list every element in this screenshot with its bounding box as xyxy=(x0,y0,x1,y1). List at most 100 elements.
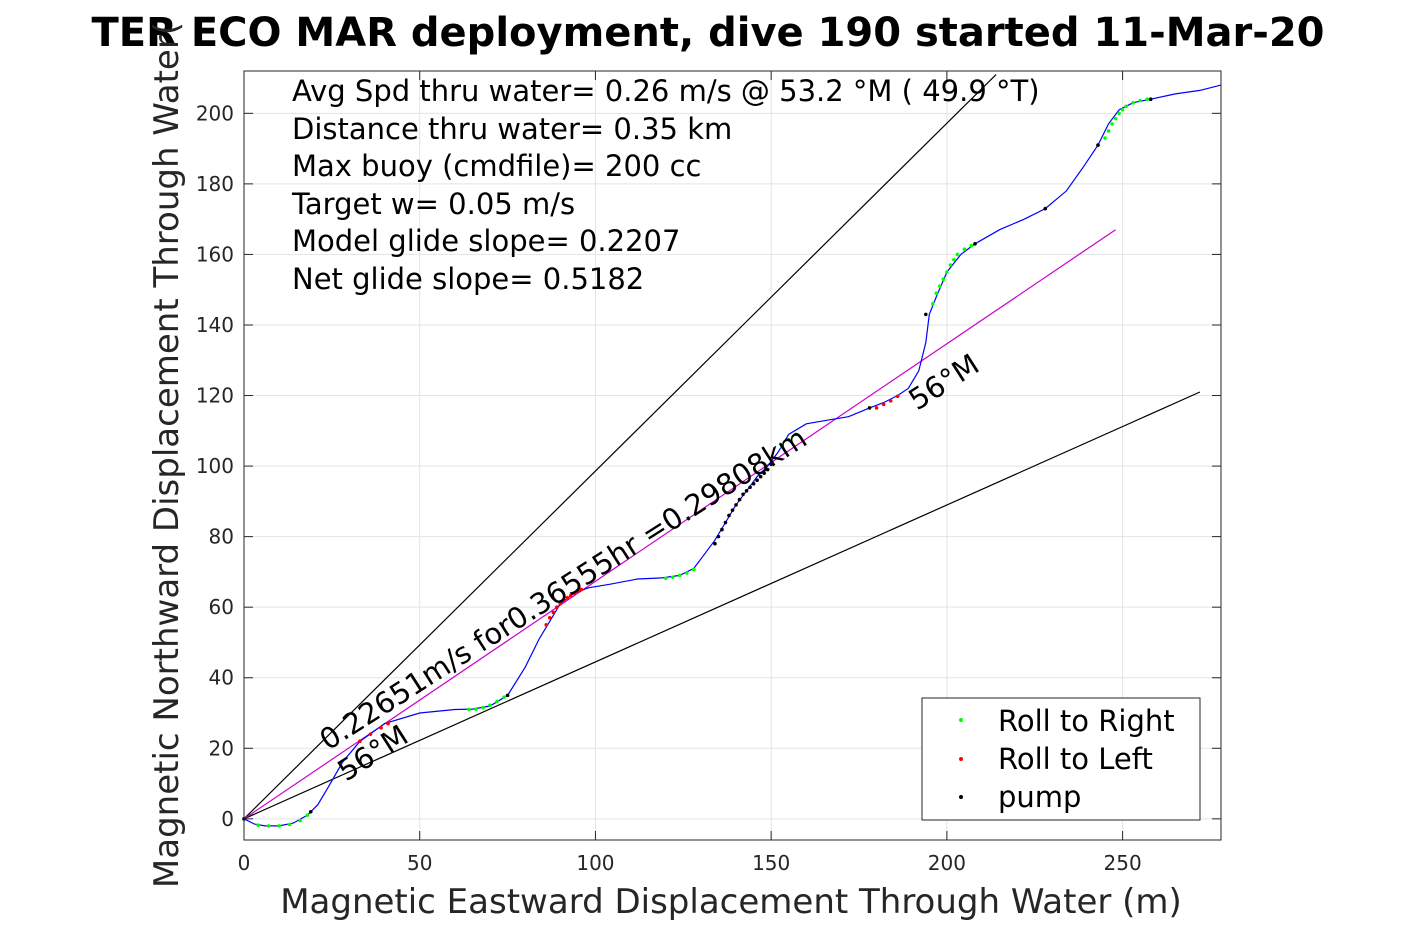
marker-roll-to-right xyxy=(663,576,668,581)
marker-roll-to-right xyxy=(1103,136,1107,140)
marker-roll-to-right xyxy=(962,247,967,251)
plot-frame xyxy=(243,70,1222,841)
marker-pump xyxy=(716,534,721,539)
marker-roll-to-right xyxy=(277,824,281,828)
marker-roll-to-right xyxy=(1124,104,1128,109)
marker-roll-to-left xyxy=(554,605,559,609)
info-target-w: Target w= 0.05 m/s xyxy=(291,187,575,221)
grid xyxy=(243,71,1221,840)
x-tick-label: 50 xyxy=(407,851,432,875)
marker-pump xyxy=(1096,143,1100,147)
x-tick-label: 200 xyxy=(928,851,966,875)
marker-pump xyxy=(734,503,738,507)
marker-roll-to-right xyxy=(941,277,946,281)
axis-ticks: 0 50 100 150 200 250 0 20 40 60 80 100 120 140 160 180 2… xyxy=(196,71,1221,875)
marker-roll-to-right xyxy=(1106,129,1111,133)
marker-roll-to-right xyxy=(793,432,798,437)
marker-roll-to-right xyxy=(948,263,953,267)
marker-roll-to-right xyxy=(1138,98,1142,103)
marker-roll-to-right xyxy=(677,573,682,578)
marker-roll-to-left xyxy=(386,721,390,726)
marker-roll-to-right xyxy=(1145,97,1149,102)
legend-box xyxy=(921,697,1201,821)
y-tick-label: 140 xyxy=(196,313,234,337)
marker-pump xyxy=(737,497,742,502)
marker-roll-to-right xyxy=(945,270,949,274)
marker-pump xyxy=(730,508,735,512)
info-model-glide-slope: Model glide slope= 0.2207 xyxy=(292,224,680,258)
marker-roll-to-left xyxy=(558,601,563,606)
marker-roll-to-left xyxy=(379,726,383,730)
marker-roll-to-right xyxy=(467,707,471,712)
marker-pump xyxy=(769,462,773,467)
track-markers xyxy=(242,97,1153,828)
marker-roll-to-left xyxy=(565,595,570,600)
x-tick-label: 0 xyxy=(238,851,251,875)
marker-pump xyxy=(713,541,717,546)
marker-pump xyxy=(923,312,928,317)
marker-roll-to-right xyxy=(969,243,974,248)
marker-pump xyxy=(744,488,749,493)
marker-pump xyxy=(1043,206,1048,211)
y-axis-label: Magnetic Northward Displacement Through … xyxy=(147,22,187,888)
marker-roll-to-right xyxy=(938,284,942,288)
marker-roll-to-right xyxy=(931,302,935,306)
info-max-buoy: Max buoy (cmdfile)= 200 cc xyxy=(292,149,701,183)
marker-roll-to-left xyxy=(368,732,373,736)
marker-roll-to-left xyxy=(562,598,566,602)
marker-roll-to-left xyxy=(358,739,362,744)
marker-roll-to-left xyxy=(874,406,879,410)
marker-roll-to-right xyxy=(1113,116,1118,121)
info-text-block: Avg Spd thru water= 0.26 m/s @ 53.2 °M (… xyxy=(291,74,1040,296)
marker-pump xyxy=(308,809,313,814)
marker-roll-to-right xyxy=(1131,100,1135,105)
y-tick-label: 0 xyxy=(221,807,234,831)
marker-roll-to-right xyxy=(685,571,689,575)
y-tick-label: 80 xyxy=(209,525,234,549)
marker-roll-to-left xyxy=(569,593,573,598)
y-tick-label: 200 xyxy=(196,101,234,125)
marker-roll-to-left xyxy=(576,589,580,594)
marker-roll-to-right xyxy=(952,257,956,262)
marker-roll-to-right xyxy=(1120,108,1125,112)
reference-line-0 xyxy=(243,74,997,820)
marker-roll-to-left xyxy=(881,402,886,407)
info-distance: Distance thru water= 0.35 km xyxy=(292,112,732,146)
chart-title: TER ECO MAR deployment, dive 190 started… xyxy=(91,10,1324,56)
legend-label-roll-left: Roll to Left xyxy=(998,742,1153,776)
marker-roll-to-right xyxy=(287,822,292,827)
x-tick-label: 250 xyxy=(1104,851,1142,875)
marker-roll-to-left xyxy=(547,615,552,620)
marker-pump xyxy=(723,520,728,525)
y-tick-label: 100 xyxy=(196,454,234,478)
marker-pump xyxy=(755,478,759,482)
reference-line-2 xyxy=(243,229,1116,820)
marker-roll-to-right xyxy=(474,707,478,711)
info-avg-speed: Avg Spd thru water= 0.26 m/s @ 53.2 °M (… xyxy=(292,74,1040,108)
marker-pump xyxy=(973,242,977,246)
marker-roll-to-right xyxy=(779,444,784,449)
marker-roll-to-right xyxy=(934,291,939,296)
marker-roll-to-right xyxy=(488,703,492,708)
marker-roll-to-right xyxy=(1117,111,1121,116)
y-tick-label: 20 xyxy=(209,736,234,760)
marker-roll-to-left xyxy=(551,610,556,615)
marker-roll-to-right xyxy=(786,437,791,442)
y-tick-label: 120 xyxy=(196,384,234,408)
marker-pump xyxy=(727,513,731,518)
info-net-glide-slope: Net glide slope= 0.5182 xyxy=(292,262,644,296)
legend-label-roll-right: Roll to Right xyxy=(998,704,1175,738)
marker-pump xyxy=(751,481,756,486)
x-tick-label: 150 xyxy=(752,851,790,875)
marker-roll-to-left xyxy=(544,623,549,627)
marker-roll-to-left xyxy=(579,587,584,592)
y-tick-label: 180 xyxy=(196,172,234,196)
marker-pump xyxy=(1148,97,1153,102)
marker-roll-to-right xyxy=(670,575,675,579)
marker-roll-to-right xyxy=(1110,122,1114,126)
marker-roll-to-right xyxy=(266,824,271,828)
marker-pump xyxy=(762,471,766,475)
y-tick-label: 160 xyxy=(196,242,234,266)
reference-lines xyxy=(243,74,1201,820)
